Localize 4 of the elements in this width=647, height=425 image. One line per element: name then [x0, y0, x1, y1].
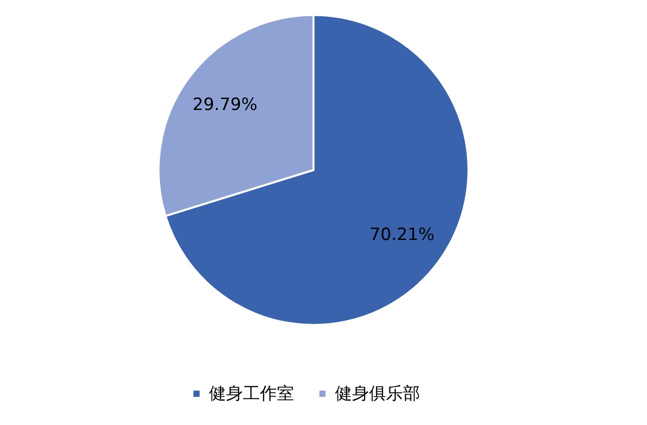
- data-label: 29.79%: [192, 94, 258, 115]
- legend-label: 健身俱乐部: [335, 384, 420, 404]
- legend-label: 健身工作室: [209, 384, 294, 404]
- data-label: 70.21%: [370, 225, 434, 246]
